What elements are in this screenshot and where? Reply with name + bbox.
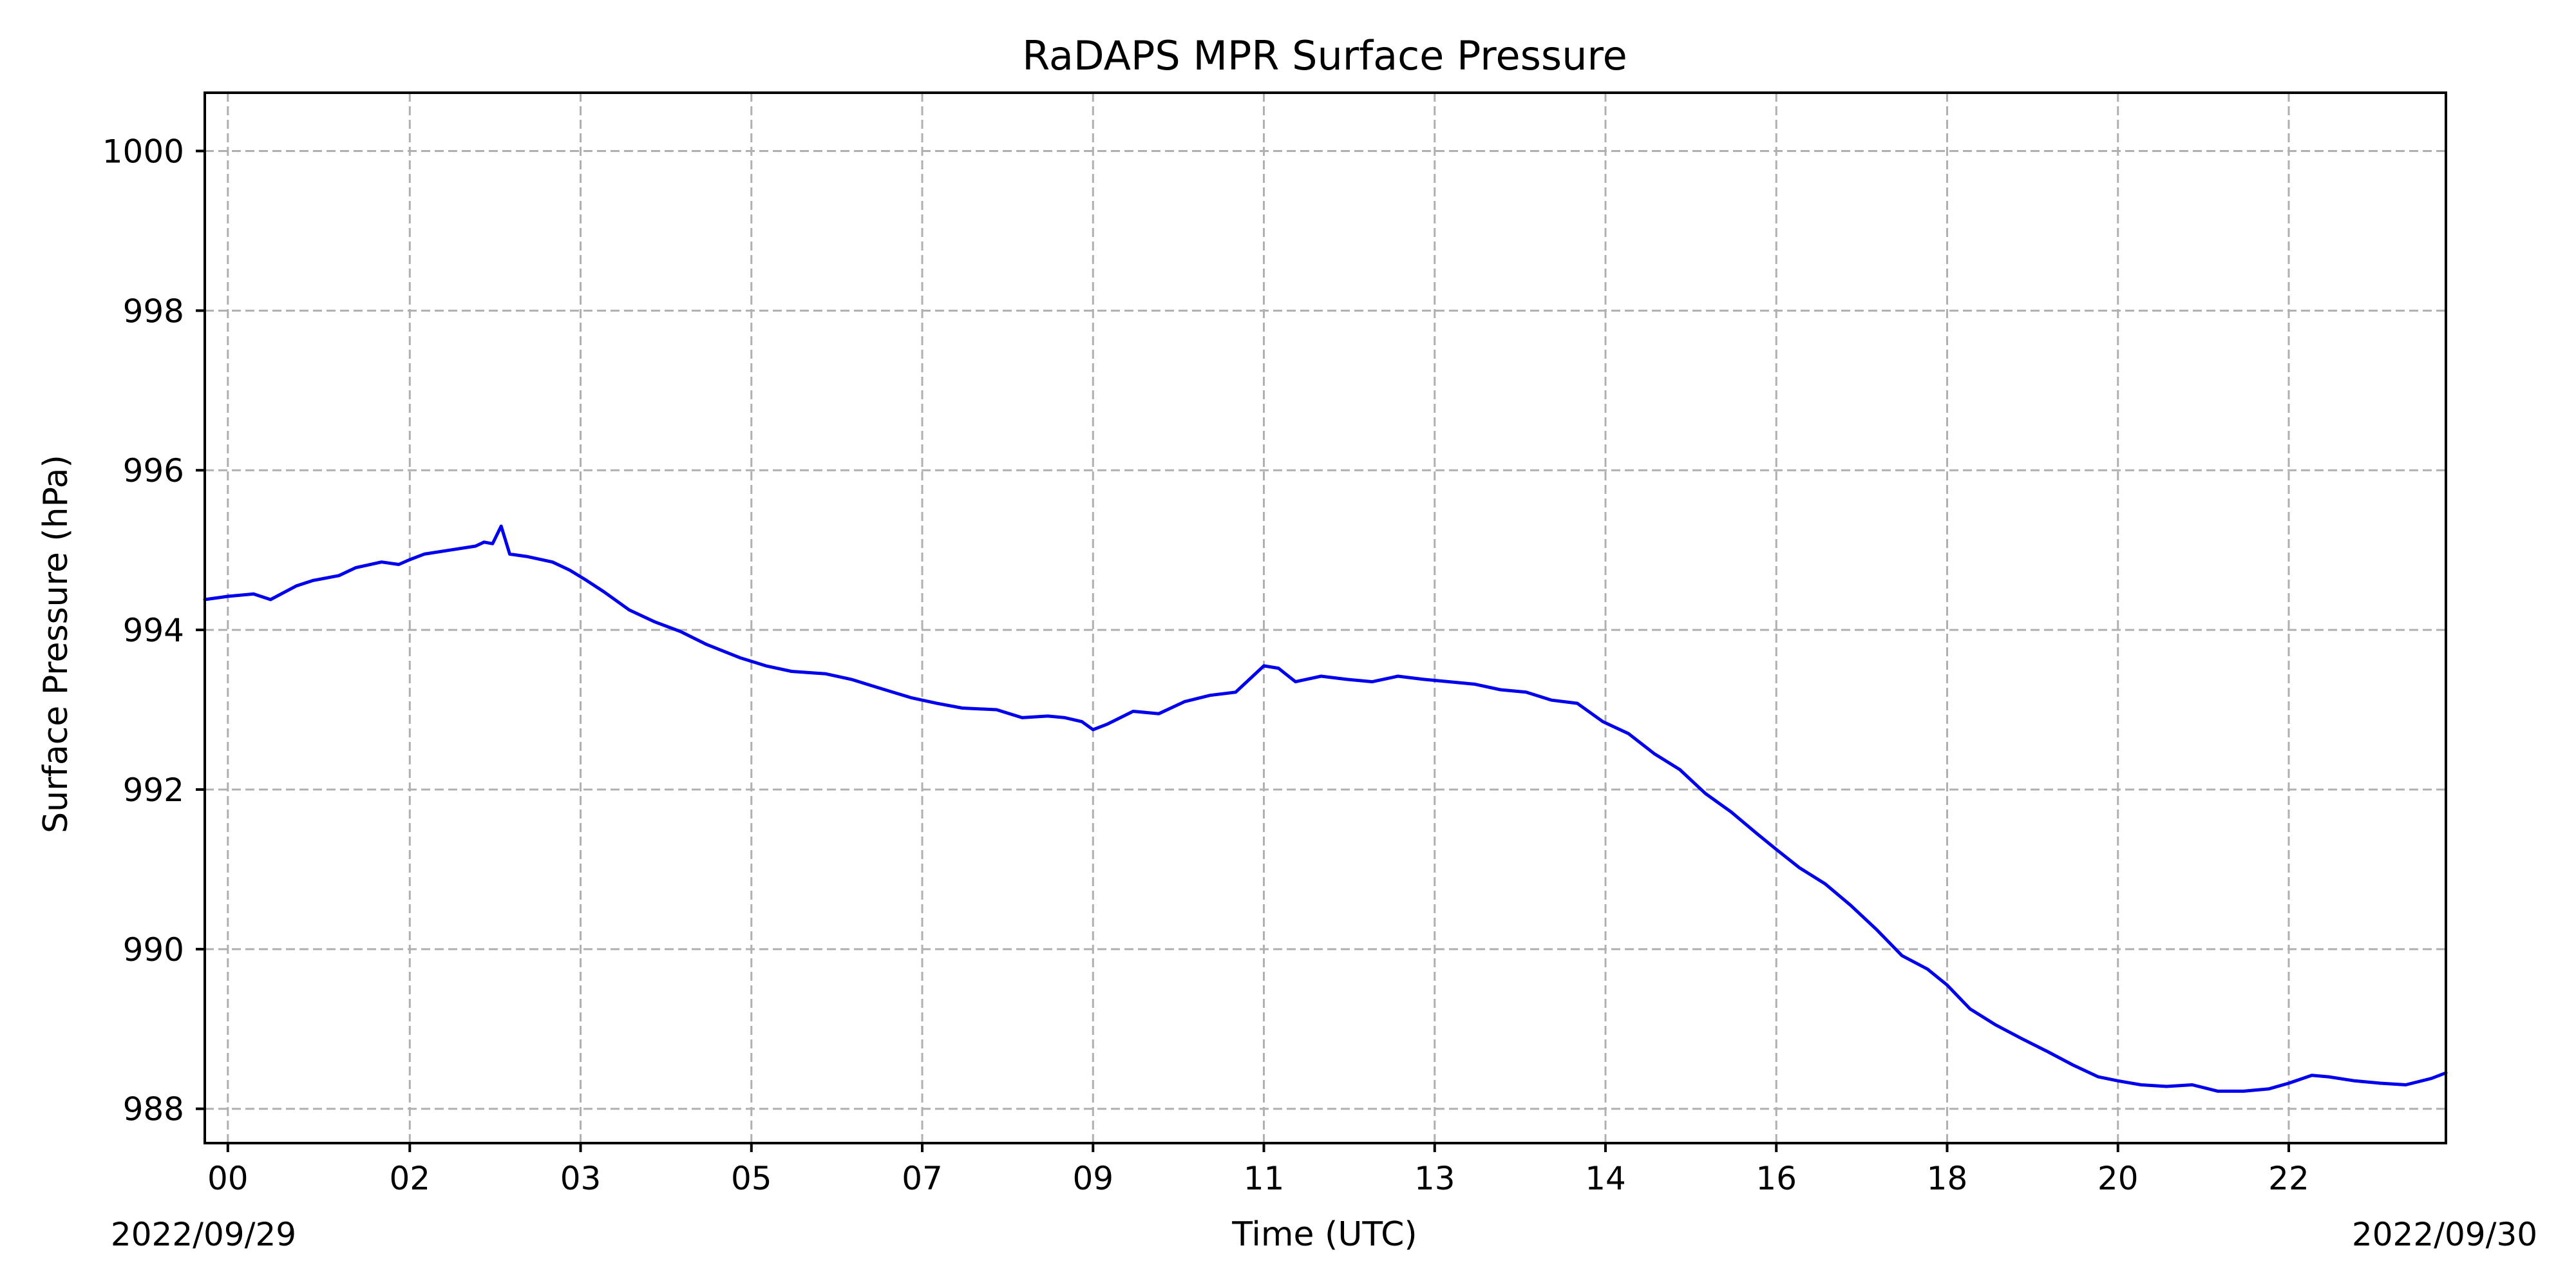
x-tick-label: 09 xyxy=(1072,1160,1113,1197)
x-tick-label: 05 xyxy=(731,1160,772,1197)
series-layer xyxy=(203,524,2448,1093)
axis-ticks: 00 02 03 05 07 09 11 13 14 16 18 20 22 988 990 992 994 99… xyxy=(102,133,2309,1197)
x-tick-label: 20 xyxy=(2098,1160,2139,1197)
y-tick-label: 992 xyxy=(123,772,184,809)
y-tick-label: 996 xyxy=(123,452,184,489)
end-date-label: 2022/09/30 xyxy=(2352,1216,2537,1253)
x-tick-label: 14 xyxy=(1585,1160,1626,1197)
y-tick-label: 990 xyxy=(123,931,184,969)
x-tick-label: 00 xyxy=(207,1160,249,1197)
x-tick-label: 07 xyxy=(902,1160,943,1197)
x-axis-label: Time (UTC) xyxy=(1231,1215,1417,1254)
x-tick-label: 18 xyxy=(1927,1160,1968,1197)
y-tick-label: 998 xyxy=(123,292,184,330)
x-tick-label: 16 xyxy=(1756,1160,1797,1197)
y-tick-label: 994 xyxy=(123,612,184,649)
x-tick-label: 22 xyxy=(2268,1160,2309,1197)
x-tick-label: 02 xyxy=(389,1160,430,1197)
start-date-label: 2022/09/29 xyxy=(111,1216,296,1253)
grid-lines xyxy=(205,93,2446,1143)
pressure-line xyxy=(203,524,2448,1093)
x-tick-label: 11 xyxy=(1244,1160,1285,1197)
y-tick-label: 1000 xyxy=(102,133,184,170)
x-tick-label: 13 xyxy=(1414,1160,1455,1197)
x-tick-label: 03 xyxy=(560,1160,601,1197)
plot-frame xyxy=(204,91,2447,1144)
chart-title: RaDAPS MPR Surface Pressure xyxy=(1022,32,1627,79)
y-tick-label: 988 xyxy=(123,1091,184,1128)
y-axis-label: Surface Pressure (hPa) xyxy=(37,455,75,833)
